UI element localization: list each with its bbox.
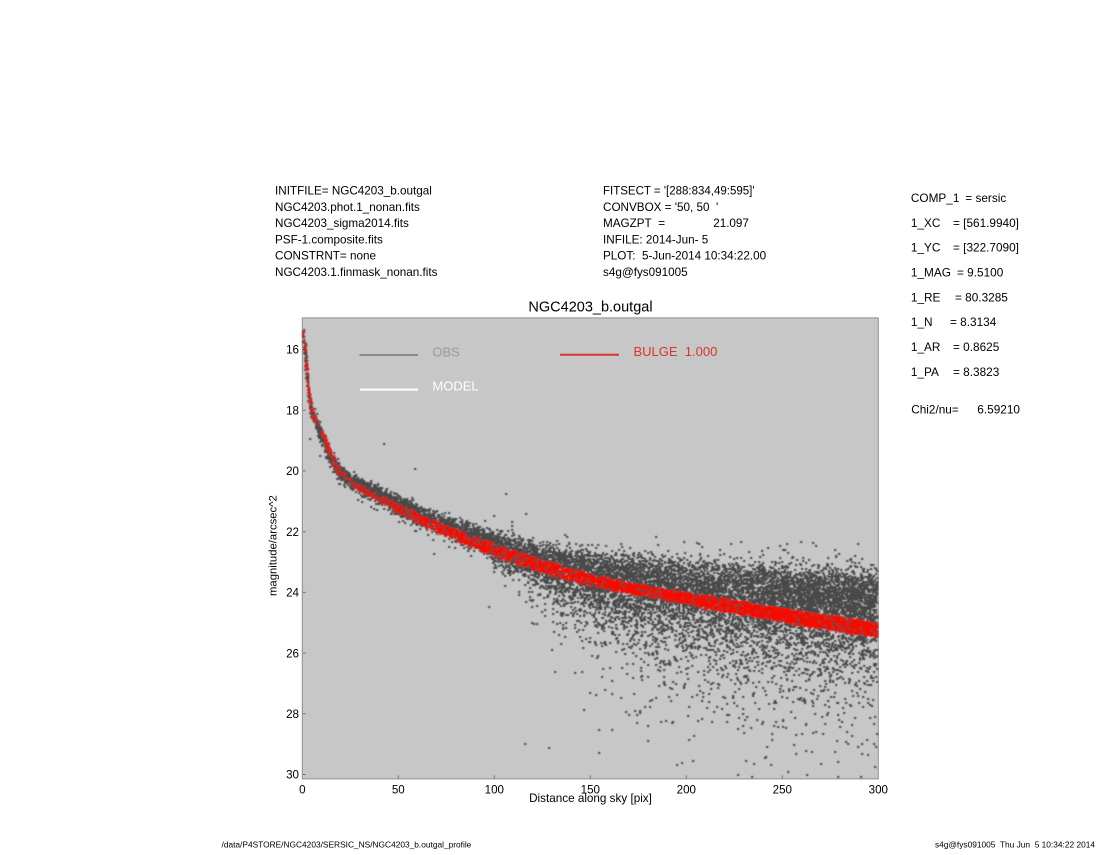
- svg-text:PSF-1.composite.fits: PSF-1.composite.fits: [275, 233, 383, 246]
- svg-text:1_N: 1_N: [911, 315, 933, 329]
- svg-text:= [561.9940]: = [561.9940]: [953, 216, 1019, 230]
- svg-text:50: 50: [392, 783, 405, 796]
- svg-text:OBS: OBS: [432, 344, 460, 359]
- svg-text:1_YC: 1_YC: [911, 241, 941, 255]
- svg-text:24: 24: [286, 587, 299, 600]
- svg-text:100: 100: [485, 783, 504, 796]
- svg-text:INITFILE= NGC4203_b.outgal: INITFILE= NGC4203_b.outgal: [275, 185, 432, 198]
- svg-text:1_PA: 1_PA: [911, 365, 939, 379]
- svg-text:BULGE 1.000: BULGE 1.000: [634, 344, 718, 359]
- svg-text:FITSECT = '[288:834,49:595]': FITSECT = '[288:834,49:595]': [603, 186, 755, 198]
- svg-text:28: 28: [286, 708, 299, 721]
- svg-text:= [322.7090]: = [322.7090]: [953, 241, 1019, 255]
- svg-text:Chi2/nu=: Chi2/nu=: [911, 402, 959, 416]
- svg-text:COMP_1: COMP_1: [911, 191, 960, 205]
- svg-text:26: 26: [286, 647, 299, 660]
- svg-text:18: 18: [286, 404, 299, 417]
- svg-text:NGC4203.phot.1_nonan.fits: NGC4203.phot.1_nonan.fits: [275, 201, 420, 214]
- svg-text:MAGZPT =: MAGZPT =: [603, 217, 665, 230]
- svg-text:INFILE: 2014-Jun- 5: INFILE: 2014-Jun- 5: [603, 233, 709, 246]
- svg-text:30: 30: [286, 769, 299, 782]
- svg-text:CONVBOX = '50, 50 ': CONVBOX = '50, 50 ': [603, 201, 718, 214]
- svg-text:1_AR: 1_AR: [911, 340, 941, 354]
- svg-text:20: 20: [286, 465, 299, 478]
- svg-text:NGC4203.1.finmask_nonan.fits: NGC4203.1.finmask_nonan.fits: [275, 266, 438, 279]
- svg-text:CONSTRNT= none: CONSTRNT= none: [275, 250, 376, 263]
- svg-text:0: 0: [299, 783, 305, 796]
- svg-text:1_MAG: 1_MAG: [911, 266, 951, 280]
- svg-text:21.097: 21.097: [713, 217, 749, 230]
- svg-text:Distance along sky [pix]: Distance along sky [pix]: [529, 792, 652, 805]
- svg-text:s4g@fys091005 Thu Jun 5 10:3: s4g@fys091005 Thu Jun 5 10:34:22 2014: [935, 840, 1095, 850]
- svg-text:s4g@fys091005: s4g@fys091005: [603, 266, 688, 279]
- svg-text:200: 200: [677, 783, 696, 796]
- svg-text:NGC4203_sigma2014.fits: NGC4203_sigma2014.fits: [275, 217, 409, 230]
- svg-text:magnitude/arcsec^2: magnitude/arcsec^2: [267, 495, 279, 596]
- svg-text:1_RE: 1_RE: [911, 290, 941, 304]
- svg-text:/data/P4STORE/NGC4203/SERSIC_N: /data/P4STORE/NGC4203/SERSIC_NS/NGC4203_…: [222, 839, 472, 849]
- svg-text:16: 16: [286, 344, 299, 357]
- svg-text:22: 22: [286, 526, 299, 539]
- svg-text:= sersic: = sersic: [965, 191, 1006, 205]
- svg-text:NGC4203_b.outgal: NGC4203_b.outgal: [528, 299, 652, 315]
- svg-text:300: 300: [869, 783, 888, 796]
- svg-text:= 9.5100: = 9.5100: [957, 266, 1004, 280]
- svg-text:250: 250: [773, 783, 792, 796]
- svg-text:= 0.8625: = 0.8625: [953, 340, 1000, 354]
- svg-text:1_XC: 1_XC: [911, 216, 941, 230]
- svg-text:= 8.3823: = 8.3823: [953, 365, 1000, 379]
- svg-text:PLOT: 5-Jun-2014 10:34:22.00: PLOT: 5-Jun-2014 10:34:22.00: [603, 250, 767, 263]
- svg-text:6.59210: 6.59210: [977, 402, 1020, 416]
- svg-text:MODEL: MODEL: [432, 379, 478, 394]
- svg-text:= 80.3285: = 80.3285: [955, 290, 1008, 304]
- svg-text:150: 150: [581, 783, 600, 796]
- svg-text:= 8.3134: = 8.3134: [950, 315, 997, 329]
